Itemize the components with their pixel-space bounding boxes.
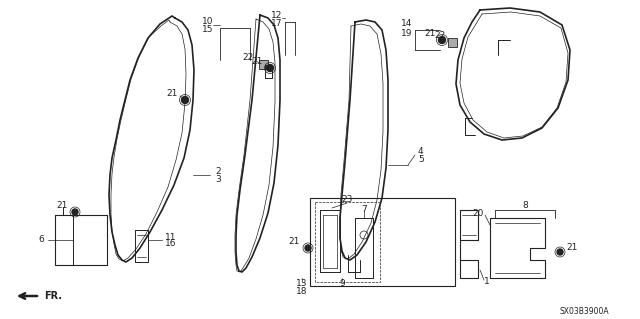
Text: 16: 16 [165, 240, 177, 249]
Text: 22: 22 [435, 31, 446, 40]
Text: 14: 14 [401, 19, 412, 28]
Bar [259, 60, 268, 69]
Bar [315, 202, 380, 282]
Circle shape [182, 97, 189, 103]
Text: 12: 12 [271, 11, 282, 19]
Text: 18: 18 [296, 286, 308, 295]
Circle shape [266, 64, 273, 71]
Circle shape [305, 245, 311, 251]
Circle shape [557, 249, 563, 255]
Text: 21: 21 [252, 56, 263, 65]
Text: 17: 17 [271, 19, 282, 27]
Text: 10: 10 [202, 18, 213, 26]
Text: FR.: FR. [44, 291, 62, 301]
Text: 8: 8 [522, 201, 528, 210]
Text: 1: 1 [484, 278, 490, 286]
Text: 15: 15 [202, 25, 213, 33]
Text: 21: 21 [166, 88, 178, 98]
Bar [310, 198, 455, 286]
Text: 22: 22 [243, 53, 254, 62]
Bar [448, 38, 457, 47]
Text: 21: 21 [289, 236, 300, 246]
Text: 11: 11 [165, 233, 177, 241]
Text: 4: 4 [418, 147, 424, 157]
Text: 3: 3 [215, 174, 221, 183]
Text: 20: 20 [472, 209, 484, 218]
Text: 21: 21 [566, 243, 577, 253]
Text: 2: 2 [215, 167, 221, 176]
Text: 7: 7 [361, 205, 367, 214]
Circle shape [72, 209, 78, 215]
Text: 9: 9 [339, 279, 345, 288]
Text: 23: 23 [341, 196, 353, 204]
Circle shape [438, 36, 445, 43]
Text: 6: 6 [38, 235, 44, 244]
Text: 19: 19 [401, 28, 412, 38]
Text: 5: 5 [418, 154, 424, 164]
Text: 21: 21 [56, 202, 68, 211]
Text: SX03B3900A: SX03B3900A [560, 308, 610, 316]
Text: 13: 13 [296, 279, 308, 288]
Text: 21: 21 [424, 28, 436, 38]
